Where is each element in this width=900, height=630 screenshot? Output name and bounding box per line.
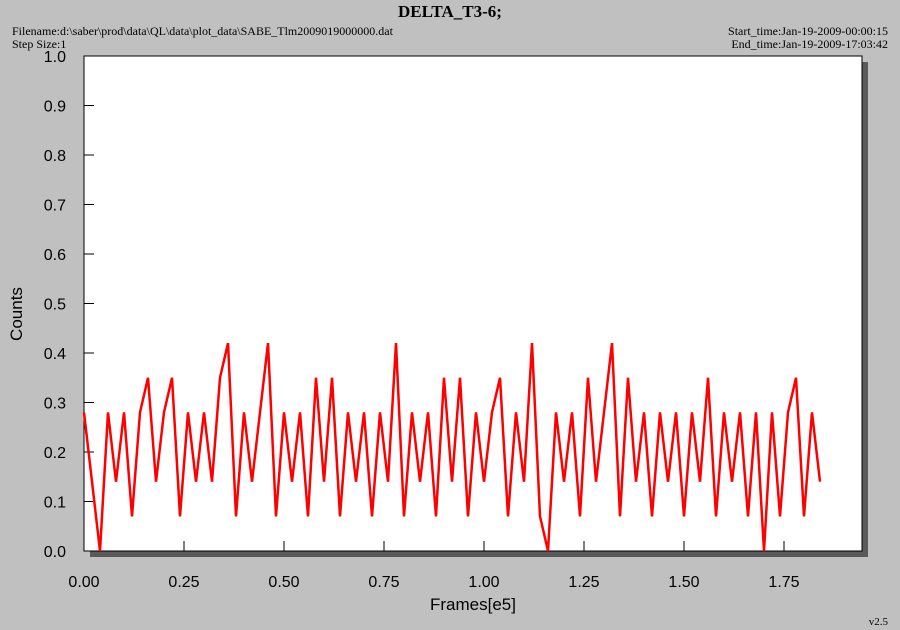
y-tick-label: 0.8 xyxy=(44,148,66,165)
x-tick-label: 1.75 xyxy=(768,574,799,591)
y-tick-label: 0.6 xyxy=(44,247,66,264)
y-tick-label: 0.4 xyxy=(44,346,66,363)
data-line xyxy=(82,342,822,552)
x-tick-label: 0.50 xyxy=(268,574,299,591)
end-time: End_time:Jan-19-2009-17:03:42 xyxy=(731,37,888,51)
y-tick-label: 0.2 xyxy=(44,445,66,462)
y-tick-label: 0.7 xyxy=(44,198,66,215)
y-tick-label: 0.1 xyxy=(44,495,66,512)
filename: Filename:d:\saber\prod\data\QL\data\plot… xyxy=(12,24,394,38)
x-axis-label: Frames[e5] xyxy=(430,595,516,614)
x-tick-label: 0.75 xyxy=(368,574,399,591)
y-tick-label: 0.9 xyxy=(44,99,66,116)
x-tick-label: 1.25 xyxy=(568,574,599,591)
x-tick-label: 1.50 xyxy=(668,574,699,591)
version: v2.5 xyxy=(869,616,889,628)
y-tick-label: 1.0 xyxy=(44,49,66,66)
x-tick-label: 0.25 xyxy=(168,574,199,591)
y-tick-label: 0.3 xyxy=(44,396,66,413)
y-tick-label: 0.5 xyxy=(44,297,66,314)
step-size: Step Size:1 xyxy=(12,37,66,51)
x-tick-label: 0.00 xyxy=(68,574,99,591)
y-axis-label: Counts xyxy=(7,287,26,341)
start-time: Start_time:Jan-19-2009-00:00:15 xyxy=(728,24,888,38)
x-tick-label: 1.00 xyxy=(468,574,499,591)
chart-title: DELTA_T3-6; xyxy=(398,2,502,21)
y-tick-label: 0.0 xyxy=(44,544,66,561)
